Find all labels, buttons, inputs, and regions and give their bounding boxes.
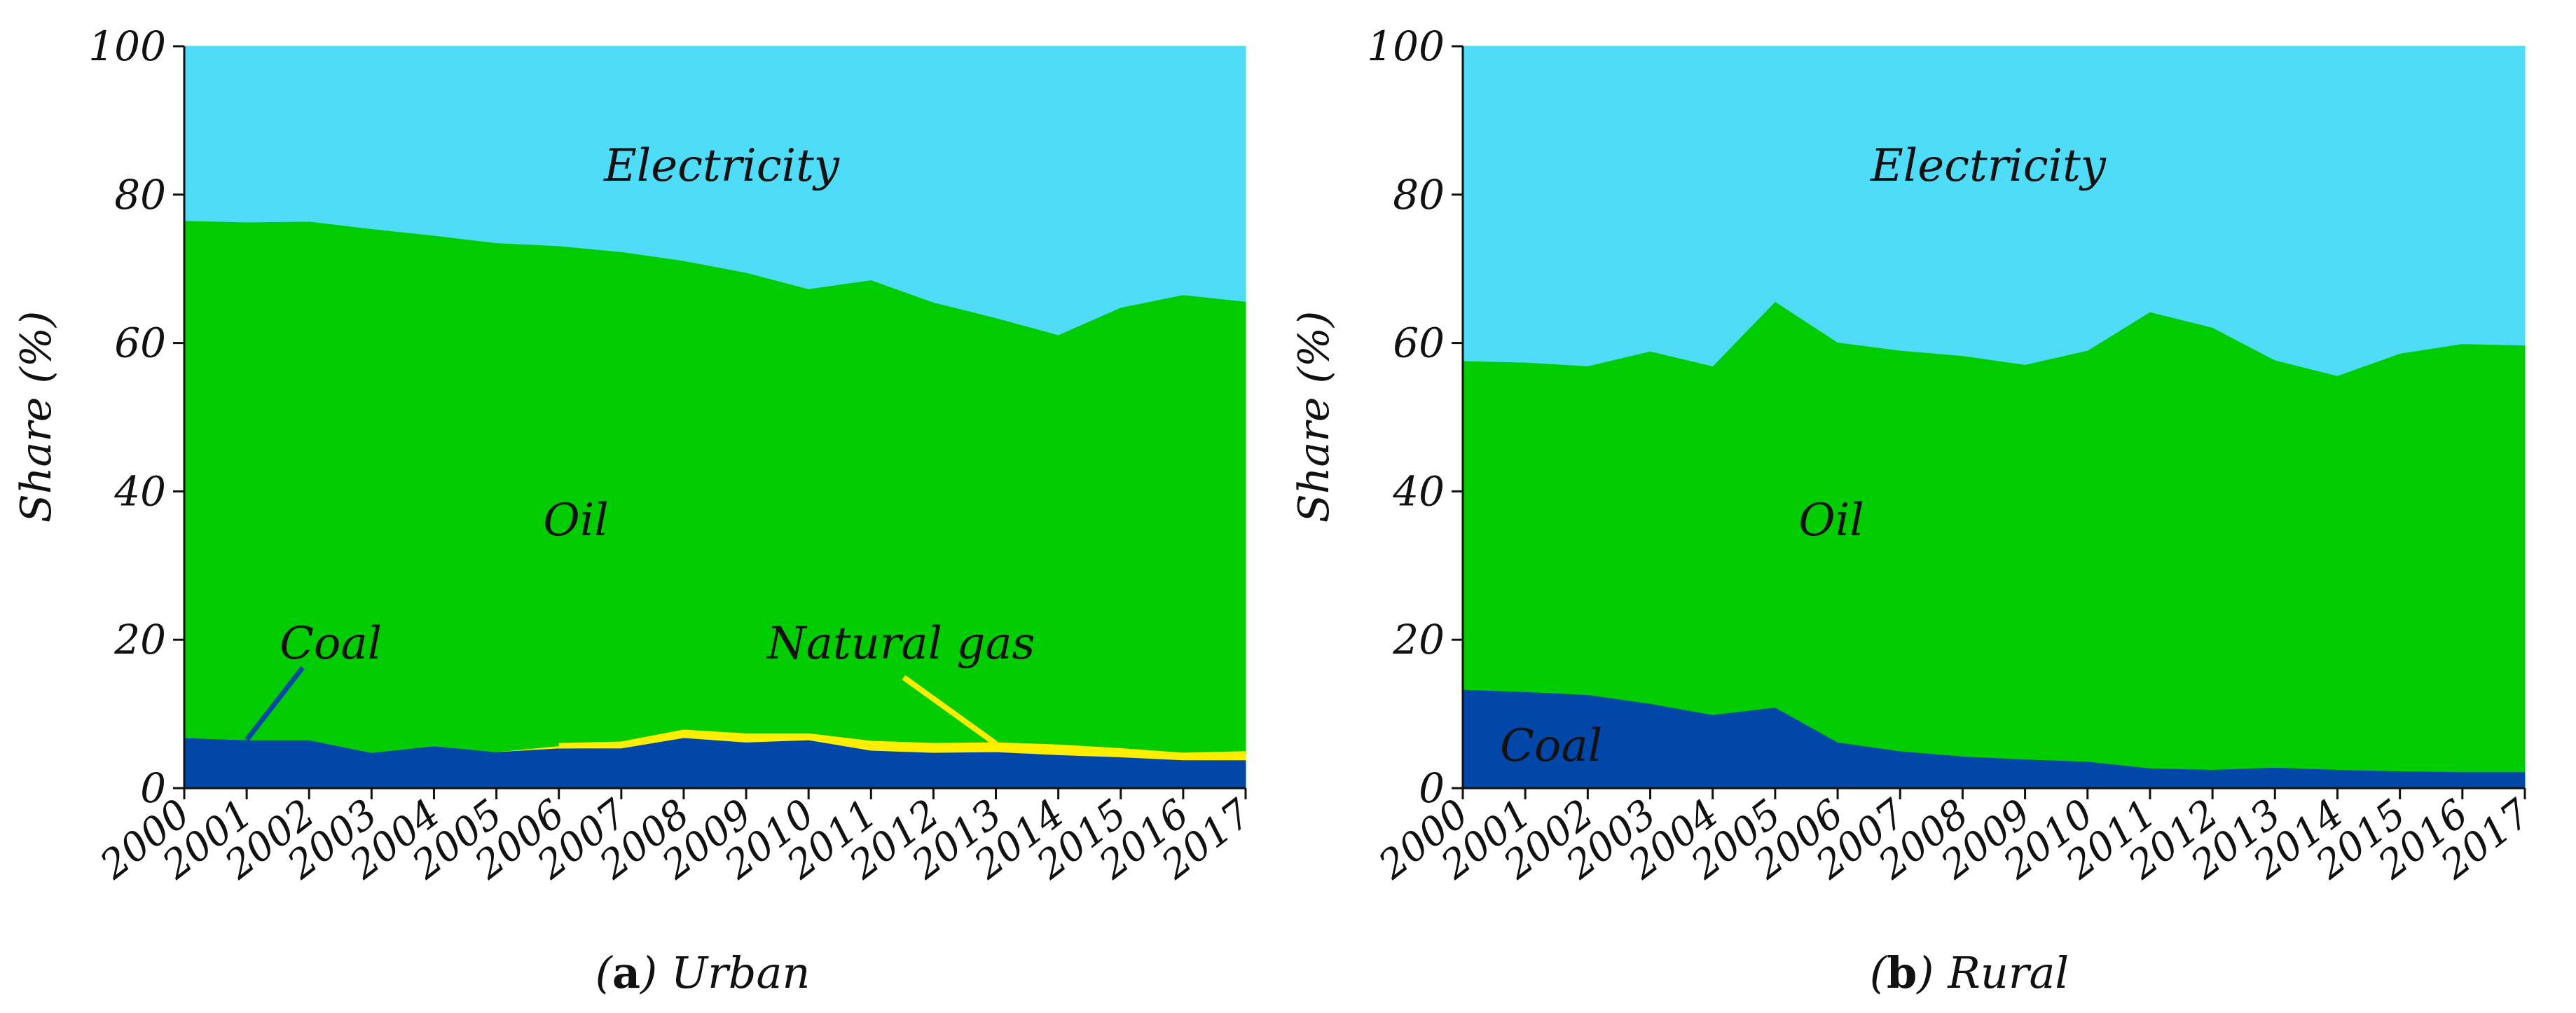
urban-natural-gas-leader-line [902, 675, 998, 746]
urban-caption-letter: a [612, 947, 640, 998]
urban-oil-label: Oil [543, 495, 608, 546]
rural-electricity-label: Electricity [1870, 140, 2107, 192]
urban-stacked-areas [184, 46, 1246, 789]
urban-chart-panel: 0 20 40 60 80 100 200020012002200320042005200… [12, 22, 1260, 998]
urban-y-tick-label: 40 [113, 467, 166, 515]
urban-y-tick-label: 20 [113, 616, 166, 663]
urban-electricity-area [184, 46, 1246, 336]
rural-caption-letter: b [1887, 947, 1917, 998]
urban-x-ticks: 2000200120022003200420052006200720082009… [92, 788, 1260, 888]
urban-natural-gas-line [558, 729, 1246, 759]
urban-coal-leader-line [244, 666, 305, 742]
urban-natural-gas-label: Natural gas [766, 618, 1035, 670]
rural-stacked-areas [1462, 46, 2526, 789]
rural-y-tick-label: 0 [1419, 764, 1445, 812]
rural-y-tick-label: 100 [1367, 22, 1445, 70]
rural-caption-text: Rural [1947, 947, 2069, 998]
urban-y-tick-label: 60 [114, 319, 166, 367]
rural-oil-label: Oil [1798, 495, 1864, 546]
rural-y-ticks: 0 20 40 60 80 100 [1367, 22, 1463, 812]
urban-annotation-lines [244, 666, 1246, 759]
rural-y-tick-label: 80 [1393, 171, 1445, 219]
rural-x-ticks: 2000200120022003200420052006200720082009… [1370, 788, 2540, 888]
urban-y-tick-label: 100 [88, 22, 166, 70]
urban-y-tick-label: 0 [140, 764, 166, 812]
rural-y-tick-label: 20 [1392, 616, 1445, 663]
rural-axes [1461, 46, 2525, 790]
rural-y-axis-label: Share (%) [1290, 311, 1339, 523]
rural-y-tick-label: 40 [1392, 467, 1445, 515]
urban-coal-label: Coal [280, 618, 382, 670]
rural-y-tick-label: 60 [1393, 319, 1445, 367]
urban-caption-text: Urban [671, 947, 810, 998]
rural-coal-label: Coal [1500, 720, 1602, 772]
rural-electricity-area [1462, 46, 2526, 376]
urban-y-ticks: 0 20 40 60 80 100 [88, 22, 184, 812]
urban-axes [183, 46, 1246, 790]
urban-y-axis-label: Share (%) [12, 311, 61, 523]
rural-chart-panel: 0 20 40 60 80 100 200020012002200320042005200… [1290, 22, 2540, 998]
urban-caption: (a) Urban [595, 947, 811, 998]
urban-electricity-label: Electricity [603, 140, 840, 192]
rural-caption: (b) Rural [1870, 947, 2069, 998]
urban-y-tick-label: 80 [114, 171, 166, 219]
